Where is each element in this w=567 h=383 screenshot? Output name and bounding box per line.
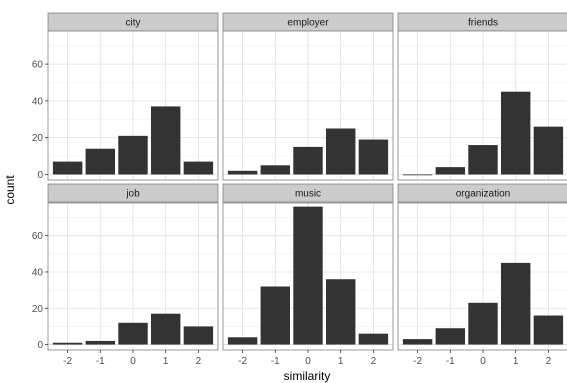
x-tick-label: 2 [196, 356, 202, 367]
strip-music [222, 183, 394, 203]
y-tick-label: 40 [32, 267, 44, 278]
y-tick-label: 40 [32, 96, 44, 107]
bar-employer--1 [260, 165, 291, 175]
y-tick-label: 60 [32, 231, 44, 242]
bar-organization--2 [402, 339, 433, 345]
panel-border [222, 30, 394, 181]
bar-city--1 [85, 148, 116, 175]
panels: city employer friends job music organization [47, 12, 567, 351]
strip-label-organization: organization [456, 189, 510, 200]
x-tick-label: 1 [513, 356, 519, 367]
bar-friends-2 [533, 126, 564, 175]
bar-city-0 [118, 135, 148, 175]
bar-music-0 [293, 206, 323, 345]
strip-label-city: city [126, 18, 141, 29]
x-tick-label: -2 [63, 356, 72, 367]
x-tick-label: -2 [238, 356, 247, 367]
bar-employer-2 [358, 139, 389, 175]
bar-music--2 [227, 337, 258, 345]
x-tick-label: -2 [413, 356, 422, 367]
bar-city--2 [52, 161, 83, 175]
bar-music-1 [325, 279, 356, 345]
bar-employer-0 [293, 146, 323, 175]
panel-border [397, 30, 567, 181]
bar-job--2 [52, 342, 83, 345]
bar-employer--2 [227, 170, 258, 175]
bar-music-2 [358, 333, 389, 345]
x-tick-label: 0 [130, 356, 136, 367]
panel-city: city [47, 12, 219, 181]
y-tick-label: 20 [32, 133, 44, 144]
x-tick-label: 0 [305, 356, 311, 367]
bar-city-1 [150, 106, 181, 175]
bar-organization-2 [533, 315, 564, 345]
strip-label-friends: friends [468, 18, 498, 29]
x-tick-label: 1 [163, 356, 169, 367]
panel-employer: employer [222, 12, 394, 181]
bar-friends-0 [468, 145, 498, 175]
y-tick-label: 0 [37, 340, 43, 351]
panel-organization: organization [397, 183, 567, 351]
bar-friends-1 [500, 91, 531, 175]
x-tick-label: 2 [546, 356, 552, 367]
bar-friends--1 [435, 167, 466, 175]
y-tick-label: 60 [32, 60, 44, 71]
x-tick-label: -1 [446, 356, 455, 367]
strip-job [47, 183, 219, 203]
strip-label-job: job [125, 189, 140, 200]
y-tick-label: 20 [32, 304, 44, 315]
panel-border [47, 30, 219, 181]
bar-music--1 [260, 286, 291, 345]
axes: 0 20 40 60 0 20 40 60 -2 -1 0 1 2 -2 -1 0 1 2 -2 -1 0 1 2 [32, 60, 552, 367]
bar-organization-0 [468, 302, 498, 345]
y-axis-title: count [3, 175, 17, 205]
panel-friends: friends [397, 12, 567, 181]
x-tick-label: 0 [480, 356, 486, 367]
x-tick-label: -1 [271, 356, 280, 367]
bar-organization--1 [435, 328, 466, 345]
strip-label-employer: employer [287, 18, 329, 29]
x-tick-label: -1 [96, 356, 105, 367]
bar-job--1 [85, 340, 116, 345]
strip-label-music: music [295, 189, 321, 200]
x-axis-title: similarity [284, 369, 331, 383]
y-tick-label: 0 [37, 170, 43, 181]
bar-city-2 [183, 161, 214, 175]
panel-job: job [47, 183, 219, 351]
bar-job-1 [150, 313, 181, 345]
bar-employer-1 [325, 128, 356, 175]
bar-friends--2 [402, 174, 433, 176]
strip-organization [397, 183, 567, 203]
x-tick-label: 2 [371, 356, 377, 367]
x-tick-label: 1 [338, 356, 344, 367]
panel-music: music [222, 183, 394, 351]
bar-job-2 [183, 326, 214, 345]
bar-job-0 [118, 322, 148, 345]
bar-organization-1 [500, 262, 531, 345]
